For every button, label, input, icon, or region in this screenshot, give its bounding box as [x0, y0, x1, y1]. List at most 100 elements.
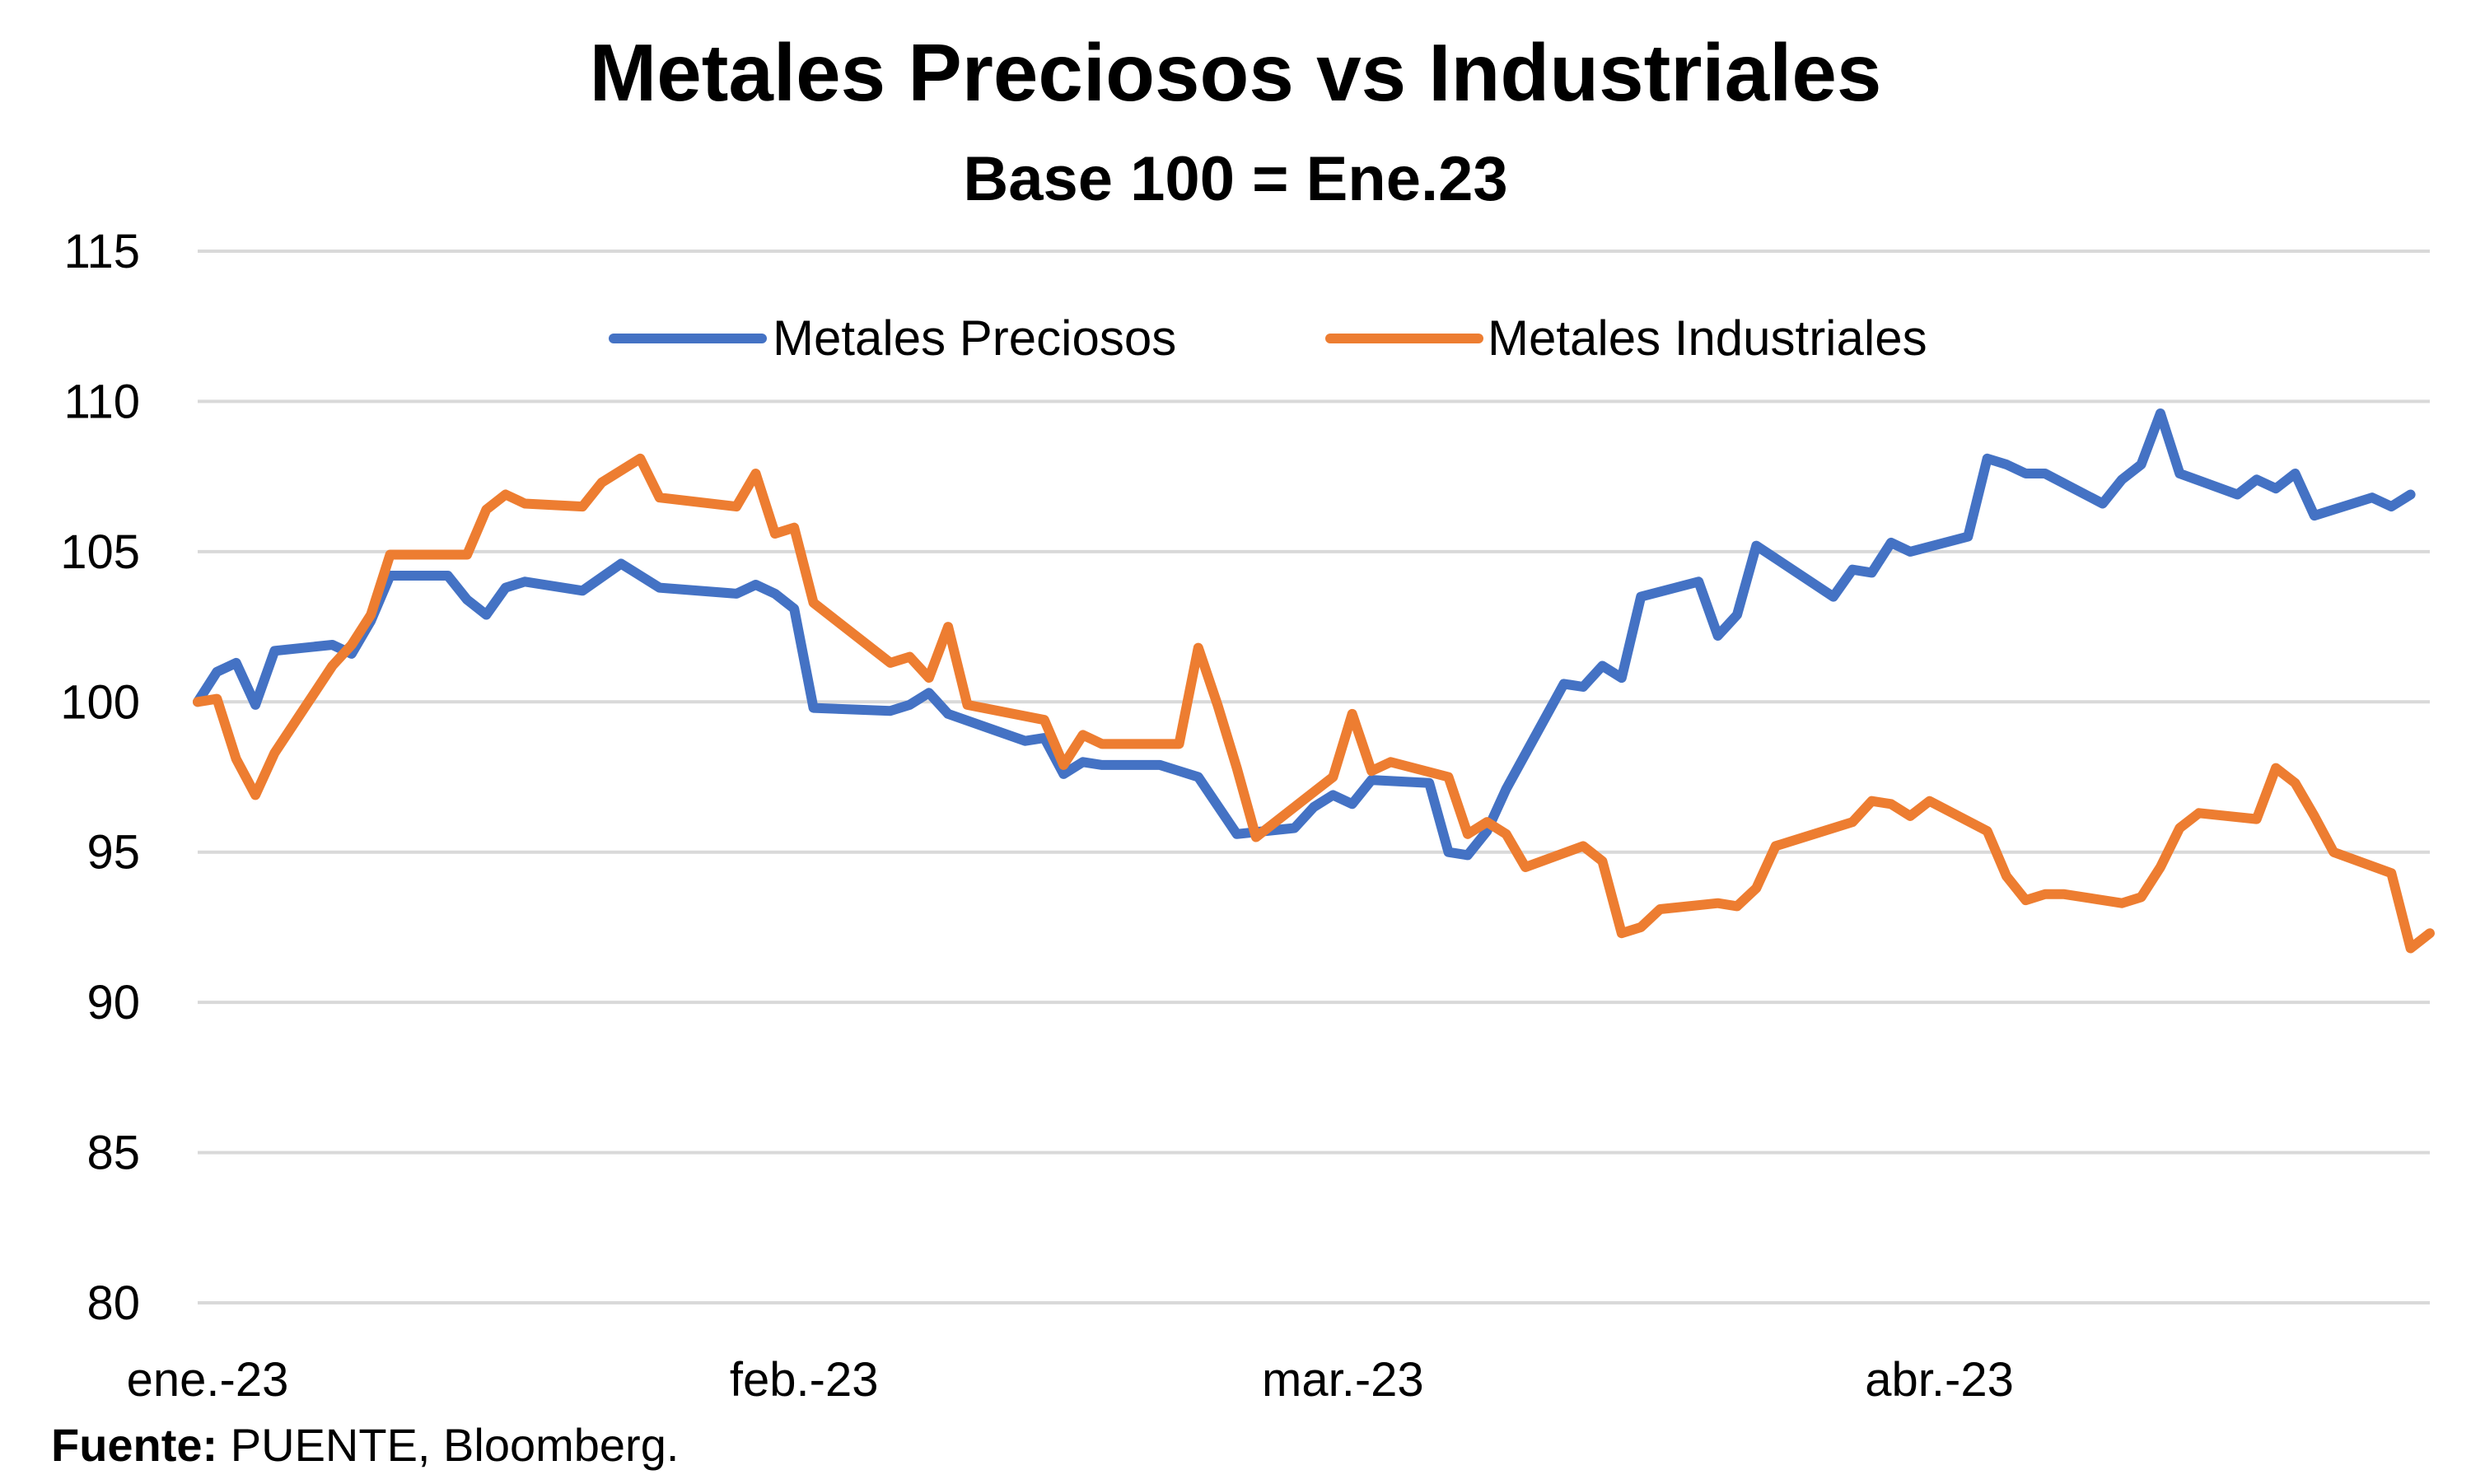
data-point [1290, 824, 1299, 833]
y-tick-label: 80 [86, 1276, 140, 1330]
data-point [751, 469, 760, 478]
data-point [655, 493, 664, 502]
data-point [328, 641, 337, 649]
data-point [1213, 700, 1222, 709]
data-point [1078, 730, 1087, 740]
data-point [1771, 842, 1780, 851]
data-point [2156, 863, 2165, 871]
data-point [1059, 769, 1068, 778]
data-point [1733, 610, 1741, 619]
data-point [1329, 791, 1338, 800]
y-tick-label: 100 [60, 675, 140, 729]
data-point [251, 791, 260, 800]
y-tick-label: 95 [86, 826, 140, 880]
data-point [2310, 511, 2319, 520]
data-point [944, 623, 953, 632]
y-tick-label: 90 [86, 976, 140, 1029]
data-point [1598, 856, 1607, 866]
data-point [1078, 758, 1087, 767]
legend-label: Metales Industriales [1488, 310, 1927, 366]
data-point [463, 595, 472, 604]
data-point [924, 688, 933, 698]
data-point [1598, 661, 1607, 670]
data-point [944, 709, 953, 718]
data-point [1251, 833, 1260, 842]
data-point [1039, 716, 1049, 725]
y-tick-label: 115 [64, 225, 140, 278]
data-point [886, 658, 895, 667]
chart-subtitle: Base 100 = Ene.23 [963, 144, 1508, 214]
y-axis-tick-labels: 80 85 90 95 100 105 110 115 [60, 225, 140, 1330]
data-point [1694, 577, 1703, 586]
data-point [270, 749, 279, 758]
data-point [1752, 884, 1761, 893]
data-point [1521, 863, 1530, 871]
data-point [1656, 905, 1665, 913]
data-point [2060, 889, 2069, 898]
y-tick-label: 85 [86, 1127, 140, 1180]
series-1 [193, 408, 2416, 861]
data-point [1098, 760, 1106, 769]
data-point [1906, 811, 1915, 820]
data-point [1310, 803, 1318, 811]
data-point [578, 586, 587, 595]
data-point [1502, 785, 1511, 794]
data-point [443, 572, 452, 580]
x-tick-label: mar.-23 [1262, 1353, 1424, 1407]
data-point [963, 700, 972, 709]
series-line [193, 408, 2416, 861]
data-point [1559, 679, 1568, 688]
data-point [809, 703, 818, 712]
data-point [482, 505, 491, 514]
data-point [1713, 898, 1722, 908]
data-point [1059, 760, 1068, 769]
data-point [1925, 796, 1934, 805]
data-point [1193, 643, 1203, 652]
data-point [809, 598, 818, 607]
x-tick-label: ene.-23 [127, 1353, 289, 1407]
data-point [2291, 469, 2300, 478]
legend-item: Metales Industriales [1325, 310, 1927, 366]
data-point [1637, 922, 1646, 931]
data-point [2156, 409, 2165, 418]
source-label: Fuente: [51, 1419, 218, 1471]
data-point [597, 478, 606, 487]
data-point [770, 530, 779, 538]
data-point [270, 646, 279, 656]
series-line [193, 453, 2435, 954]
series-2 [193, 453, 2435, 954]
x-tick-label: abr.-23 [1865, 1353, 2014, 1407]
data-point [521, 499, 530, 508]
data-point [905, 652, 914, 661]
data-point [2098, 499, 2107, 508]
data-point [655, 583, 664, 592]
data-point [2291, 778, 2300, 787]
data-point [1232, 829, 1241, 838]
data-point [1310, 787, 1318, 796]
legend: Metales Preciosos Metales Industriales [609, 310, 1927, 366]
data-point [2137, 460, 2146, 469]
data-point [2426, 929, 2434, 938]
data-point [482, 610, 491, 619]
data-point [463, 550, 472, 559]
data-point [636, 454, 645, 463]
data-point [2387, 869, 2396, 878]
x-axis-tick-labels: ene.-23 feb.-23 mar.-23 abr.-23 [127, 1353, 2014, 1407]
data-point [1175, 767, 1184, 776]
y-tick-label: 110 [64, 375, 140, 428]
data-point [1502, 829, 1511, 838]
data-point [1733, 902, 1741, 911]
data-point [1848, 818, 1857, 827]
data-point [1367, 776, 1376, 785]
data-point [1367, 767, 1376, 776]
data-point [732, 589, 741, 598]
data-point [1867, 568, 1876, 577]
data-point [2175, 824, 2184, 833]
data-point [2406, 944, 2415, 953]
data-point [732, 502, 741, 511]
data-point [790, 604, 799, 614]
data-point [213, 694, 222, 703]
data-point [1886, 800, 1895, 809]
data-point [1906, 547, 1915, 556]
